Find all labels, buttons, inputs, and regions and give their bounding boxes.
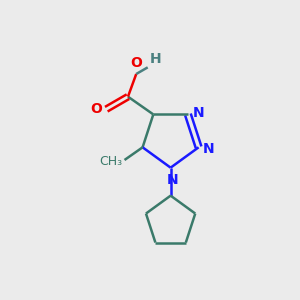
Text: N: N	[192, 106, 204, 120]
Text: N: N	[167, 173, 179, 187]
Text: O: O	[91, 102, 103, 116]
Text: H: H	[150, 52, 162, 66]
Text: O: O	[130, 56, 142, 70]
Text: CH₃: CH₃	[99, 155, 122, 168]
Text: N: N	[203, 142, 215, 156]
